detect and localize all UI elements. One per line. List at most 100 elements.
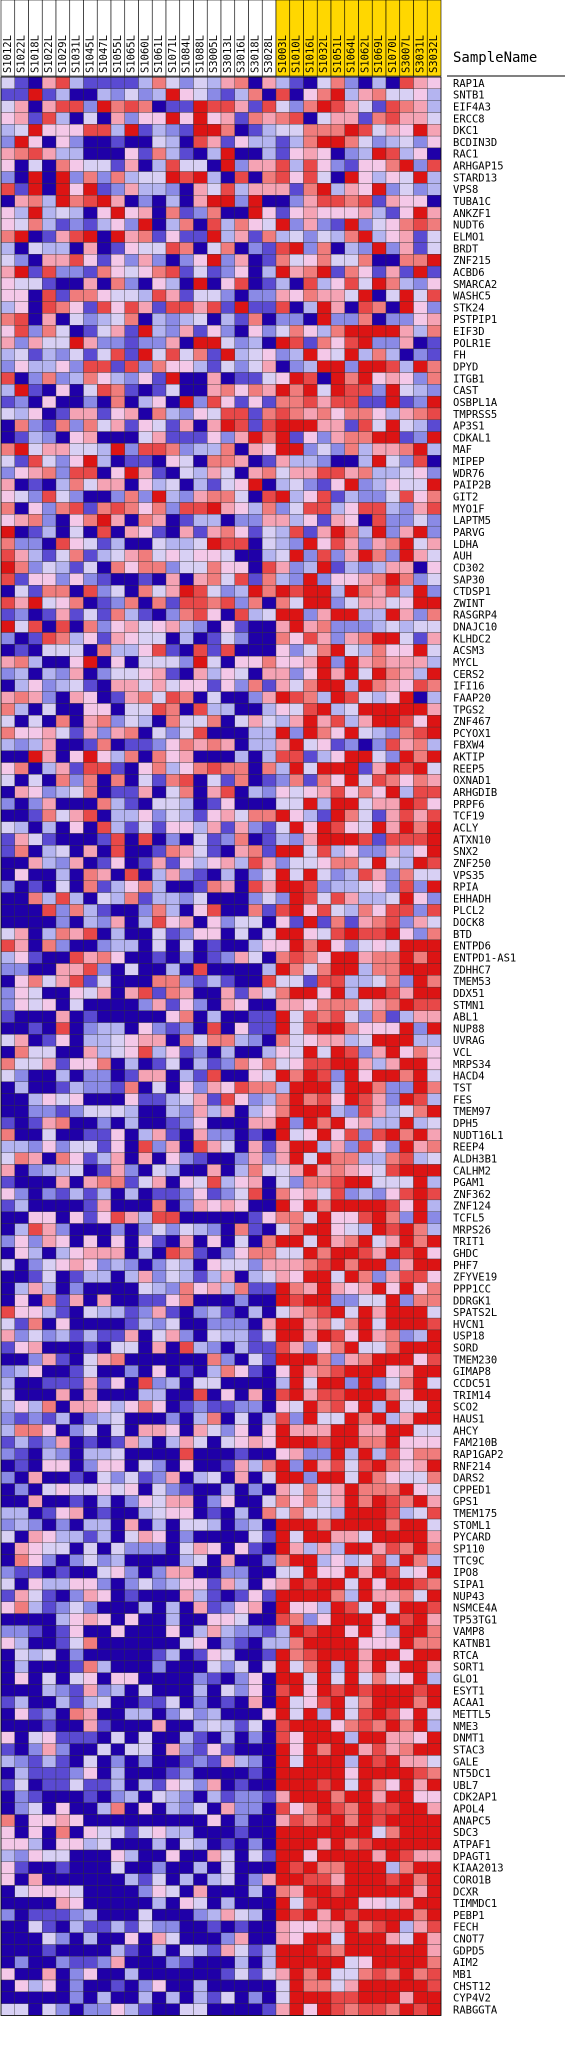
heatmap-cell (344, 927, 359, 941)
heatmap-cell (275, 986, 290, 1000)
heatmap-cell (344, 301, 359, 314)
heatmap-cell (28, 1577, 43, 1591)
heatmap-cell (234, 514, 249, 527)
heatmap-cell (28, 1294, 43, 1307)
heatmap-cell (42, 183, 57, 196)
heatmap-cell (28, 419, 43, 432)
heatmap-cell (385, 1873, 400, 1886)
heatmap-cell (165, 1873, 180, 1886)
heatmap-cell (317, 1022, 332, 1035)
heatmap-cell (330, 939, 345, 952)
heatmap-cell (97, 336, 112, 350)
heatmap-cell (138, 644, 153, 657)
heatmap-cell (372, 360, 387, 373)
heatmap-cell (358, 750, 373, 763)
heatmap-cell (42, 135, 57, 149)
heatmap-cell (248, 856, 263, 870)
heatmap-cell (165, 537, 180, 550)
heatmap-cell (55, 431, 70, 444)
heatmap-cell (303, 1258, 318, 1271)
heatmap-cell (358, 478, 373, 491)
heatmap-cell (69, 1849, 84, 1862)
heatmap-cell (372, 1116, 387, 1130)
heatmap-cell (124, 679, 139, 692)
heatmap-cell (179, 644, 194, 657)
heatmap-cell (303, 1483, 318, 1496)
heatmap-cell (97, 1116, 112, 1130)
heatmap-cell (42, 892, 57, 905)
heatmap-cell (220, 336, 235, 350)
heatmap-cell (330, 1282, 345, 1295)
heatmap-cell (69, 1459, 84, 1472)
heatmap-cell (165, 667, 180, 680)
heatmap-cell (0, 1223, 15, 1236)
heatmap-cell (55, 1093, 70, 1106)
heatmap-cell (193, 1459, 208, 1472)
heatmap-cell (179, 1235, 194, 1248)
heatmap-cell (317, 951, 332, 964)
heatmap-cell (372, 774, 387, 787)
heatmap-cell (97, 644, 112, 657)
heatmap-cell (152, 1743, 167, 1756)
heatmap-cell (413, 1235, 428, 1248)
heatmap-cell (124, 868, 139, 881)
heatmap-cell (385, 608, 400, 621)
heatmap-cell (344, 892, 359, 905)
heatmap-cell (303, 1046, 318, 1059)
heatmap-cell (248, 1778, 263, 1792)
heatmap-cell (152, 265, 167, 279)
heatmap-cell (385, 1542, 400, 1555)
heatmap-cell (179, 667, 194, 680)
heatmap-cell (385, 1743, 400, 1756)
heatmap-cell (207, 880, 222, 893)
heatmap-cell (179, 1377, 194, 1390)
heatmap-cell (110, 325, 125, 338)
heatmap-cell (413, 774, 428, 787)
heatmap-cell (42, 845, 57, 858)
heatmap-cell (14, 833, 29, 846)
heatmap-cell (275, 1625, 290, 1638)
heatmap-cell (110, 88, 125, 101)
heatmap-cell (28, 478, 43, 491)
heatmap-cell (207, 1802, 222, 1815)
heatmap-cell (83, 514, 98, 527)
heatmap-cell (165, 360, 180, 373)
heatmap-cell (234, 1093, 249, 1106)
heatmap-cell (97, 183, 112, 196)
heatmap-cell (152, 1211, 167, 1224)
heatmap-cell (97, 1353, 112, 1366)
heatmap-cell (110, 1365, 125, 1378)
heatmap-cell (42, 1377, 57, 1390)
heatmap-cell (358, 608, 373, 621)
column-label: S1071L (167, 35, 179, 73)
heatmap-cell (385, 1518, 400, 1532)
heatmap-cell (317, 1447, 332, 1461)
heatmap-cell (234, 786, 249, 799)
heatmap-cell (220, 112, 235, 125)
heatmap-cell (42, 585, 57, 598)
heatmap-cell (330, 514, 345, 527)
heatmap-cell (42, 1684, 57, 1697)
heatmap-cell (275, 549, 290, 562)
heatmap-cell (262, 1684, 277, 1697)
heatmap-cell (358, 786, 373, 799)
heatmap-cell (69, 1447, 84, 1461)
heatmap-cell (344, 715, 359, 728)
heatmap-cell (385, 1648, 400, 1662)
heatmap-cell (207, 171, 222, 184)
heatmap-cell (248, 431, 263, 444)
heatmap-cell (28, 904, 43, 917)
heatmap-cell (152, 573, 167, 586)
heatmap-cell (344, 1081, 359, 1094)
heatmap-cell (138, 1010, 153, 1023)
heatmap-cell (0, 809, 15, 822)
heatmap-cell (413, 1684, 428, 1697)
heatmap-cell (42, 1459, 57, 1472)
heatmap-cell (262, 1057, 277, 1071)
heatmap-cell (385, 466, 400, 480)
heatmap-cell (110, 975, 125, 988)
heatmap-cell (289, 1270, 304, 1283)
heatmap-cell (248, 644, 263, 657)
heatmap-cell (262, 679, 277, 692)
heatmap-cell (138, 1459, 153, 1472)
